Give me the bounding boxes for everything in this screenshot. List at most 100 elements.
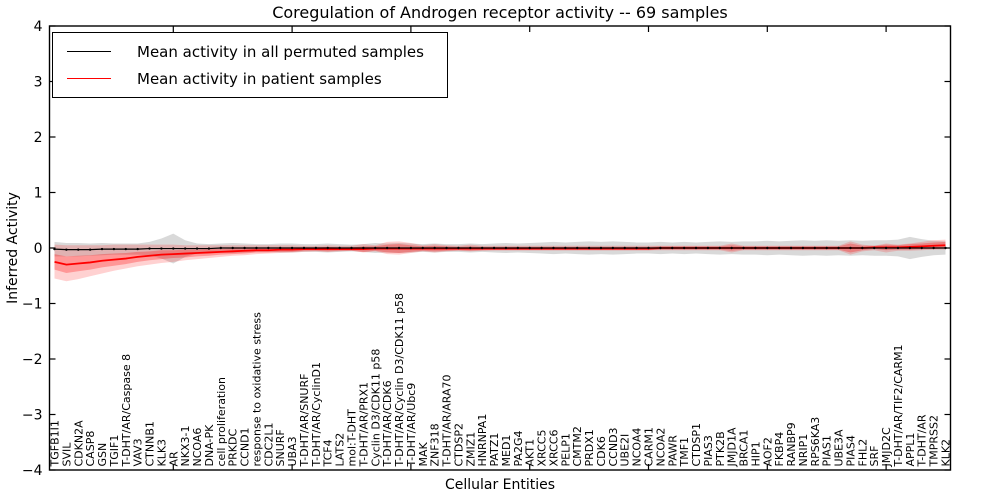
permuted-point-marker bbox=[290, 246, 294, 250]
x-category-label: T-DHT/AR bbox=[916, 414, 929, 467]
permuted-point-marker bbox=[302, 246, 306, 250]
x-category-label: HIP1 bbox=[749, 441, 762, 466]
x-category-label: SVIL bbox=[60, 442, 73, 467]
permuted-point-marker bbox=[682, 246, 686, 250]
x-category-label: cell proliferation bbox=[215, 377, 228, 467]
x-category-label: CDK6 bbox=[595, 436, 608, 466]
permuted-point-marker bbox=[908, 246, 912, 250]
x-category-label: RPS6KA3 bbox=[809, 417, 822, 467]
x-category-label: NCOA4 bbox=[631, 428, 644, 467]
permuted-point-marker bbox=[813, 246, 817, 250]
permuted-point-marker bbox=[172, 247, 175, 250]
x-category-label: UBE2I bbox=[619, 434, 632, 467]
x-category-label: BRCA1 bbox=[738, 430, 751, 467]
x-category-label: CTNNB1 bbox=[144, 421, 157, 466]
permuted-point-marker bbox=[576, 246, 579, 250]
permuted-point-marker bbox=[267, 246, 270, 250]
x-category-label: CARM1 bbox=[643, 427, 656, 466]
x-category-label: MED1 bbox=[500, 435, 513, 467]
x-category-label: JMJD1A bbox=[726, 427, 739, 467]
x-category-label: SRF bbox=[868, 446, 881, 467]
x-category-label: PA2G4 bbox=[512, 431, 525, 467]
permuted-point-marker bbox=[801, 246, 805, 250]
x-category-label: CMTM2 bbox=[571, 426, 584, 466]
legend: Mean activity in all permuted samples Me… bbox=[52, 32, 448, 98]
x-category-label: PELP1 bbox=[559, 433, 572, 466]
x-category-label: TMF1 bbox=[678, 437, 691, 468]
permuted-point-marker bbox=[694, 246, 698, 250]
x-category-label: AOF2 bbox=[761, 437, 774, 466]
permuted-point-marker bbox=[754, 246, 757, 250]
permuted-point-marker bbox=[207, 247, 211, 250]
x-category-label: CTDSP1 bbox=[690, 423, 703, 466]
legend-label-permuted: Mean activity in all permuted samples bbox=[137, 42, 424, 61]
x-category-label: TGIF1 bbox=[108, 435, 121, 468]
x-category-label: ZNF318 bbox=[429, 423, 442, 466]
x-category-label: CDKN2A bbox=[72, 420, 85, 467]
legend-label-patient: Mean activity in patient samples bbox=[137, 69, 382, 88]
permuted-point-marker bbox=[231, 246, 234, 250]
permuted-point-marker bbox=[516, 246, 520, 250]
legend-entry-patient: Mean activity in patient samples bbox=[65, 70, 437, 88]
permuted-point-marker bbox=[160, 247, 163, 250]
permuted-point-marker bbox=[706, 246, 710, 250]
legend-entry-permuted: Mean activity in all permuted samples bbox=[65, 43, 437, 61]
x-category-label: NCOA6 bbox=[191, 428, 204, 467]
x-category-label: PAWR bbox=[666, 435, 679, 467]
x-category-label: T-DHT/AR/CDK6 bbox=[381, 380, 394, 467]
x-category-label: T-DHT/AR/SNURF bbox=[298, 374, 311, 468]
x-category-label: AKT1 bbox=[524, 439, 537, 467]
permuted-point-marker bbox=[409, 246, 413, 250]
permuted-point-marker bbox=[861, 246, 864, 250]
x-category-label: LATS2 bbox=[334, 433, 347, 467]
permuted-point-marker bbox=[742, 246, 745, 250]
x-category-label: HNRNPA1 bbox=[476, 414, 489, 467]
permuted-point-marker bbox=[457, 246, 460, 250]
permuted-point-marker bbox=[896, 246, 900, 250]
permuted-point-marker bbox=[433, 246, 436, 250]
x-category-label: UBE3A bbox=[833, 429, 846, 467]
permuted-point-marker bbox=[100, 247, 104, 251]
permuted-point-marker bbox=[932, 246, 935, 250]
y-tick-label: −1 bbox=[22, 297, 43, 313]
x-category-label: PRDX1 bbox=[583, 429, 596, 466]
permuted-point-marker bbox=[243, 246, 246, 250]
permuted-point-marker bbox=[362, 246, 365, 250]
permuted-point-marker bbox=[469, 246, 472, 250]
permuted-point-marker bbox=[837, 246, 840, 250]
x-category-label: T-DHT/AR/Caspase 8 bbox=[120, 354, 133, 468]
x-category-label: VAV3 bbox=[132, 438, 145, 466]
x-category-label: TMPRSS2 bbox=[928, 415, 941, 467]
permuted-mean-line bbox=[54, 247, 946, 251]
x-category-label: CTDSP2 bbox=[452, 423, 465, 466]
permuted-point-marker bbox=[849, 246, 852, 250]
x-category-label: response to oxidative stress bbox=[250, 312, 263, 467]
permuted-point-marker bbox=[374, 246, 377, 250]
permuted-point-marker bbox=[385, 246, 389, 250]
x-category-label: PATZ1 bbox=[488, 433, 501, 467]
x-category-label: JMJD2C bbox=[880, 427, 893, 467]
x-category-label: TCF4 bbox=[322, 439, 335, 467]
legend-line-black-icon bbox=[67, 51, 111, 52]
x-category-label: T-DHT/AR/TIF2/CARM1 bbox=[892, 344, 905, 467]
permuted-point-marker bbox=[350, 246, 353, 250]
permuted-point-marker bbox=[397, 246, 401, 250]
legend-line-red-icon bbox=[67, 78, 111, 79]
permuted-point-marker bbox=[136, 247, 139, 251]
x-category-label: DNA-PK bbox=[203, 424, 216, 467]
x-category-label: FKBP4 bbox=[773, 432, 786, 467]
chart-title: Coregulation of Androgen receptor activi… bbox=[272, 3, 728, 22]
permuted-point-marker bbox=[777, 246, 781, 250]
x-category-label: T-DHT/AR/Cyclin D3/CDK11 p58 bbox=[393, 293, 406, 468]
x-category-label: MAK bbox=[417, 441, 430, 466]
permuted-point-marker bbox=[552, 246, 555, 250]
x-category-label: PIAS3 bbox=[702, 435, 715, 466]
y-tick-label: −3 bbox=[22, 408, 43, 424]
x-category-label: PIAS4 bbox=[844, 435, 857, 466]
x-category-label: KLK2 bbox=[940, 439, 953, 467]
permuted-point-marker bbox=[219, 246, 223, 250]
x-category-label: T-DHT/AR/ARA70 bbox=[441, 375, 454, 468]
permuted-point-marker bbox=[730, 246, 733, 250]
permuted-point-marker bbox=[540, 246, 543, 250]
